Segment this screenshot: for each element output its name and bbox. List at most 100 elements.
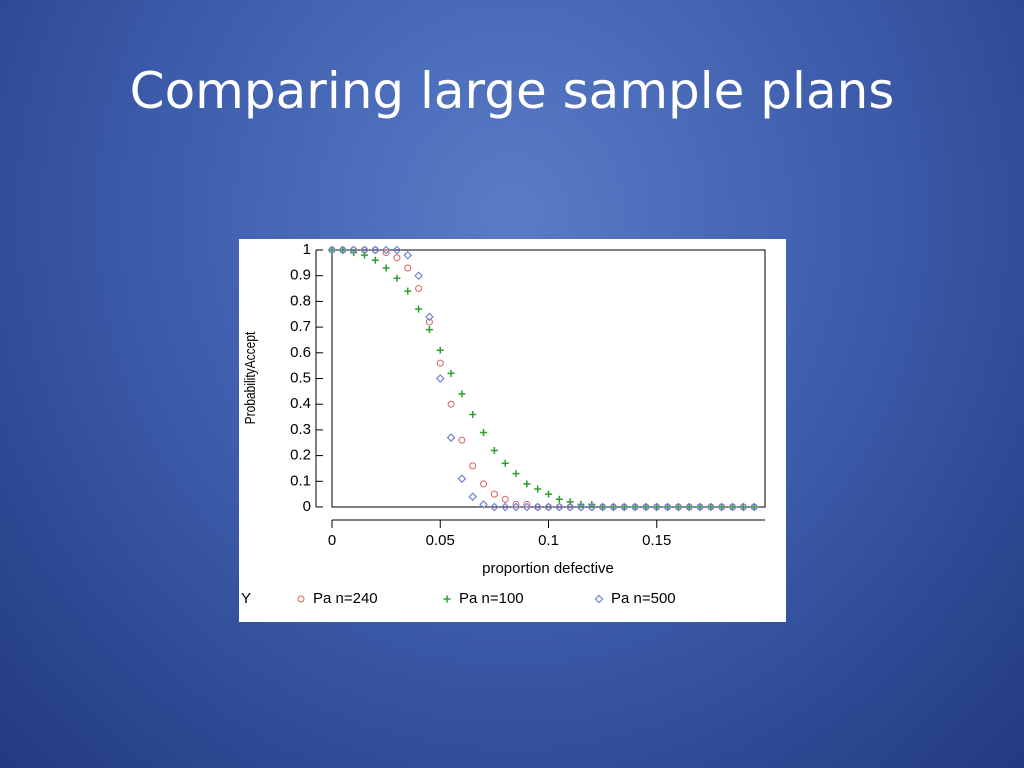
data-point	[619, 502, 629, 512]
y-axis-label: ProbabilityAccept	[242, 331, 259, 424]
data-point	[674, 502, 683, 512]
data-point	[339, 246, 347, 254]
legend-label: Pa n=500	[611, 590, 676, 607]
data-point	[500, 502, 510, 512]
data-point	[501, 459, 509, 467]
data-point	[414, 271, 423, 281]
data-point	[565, 502, 575, 512]
data-point	[392, 245, 402, 255]
data-point	[695, 502, 705, 512]
data-point	[469, 462, 477, 470]
data-point	[576, 502, 586, 512]
y-tick-label: 0.1	[290, 472, 311, 489]
y-tick-label: 0.5	[290, 369, 311, 386]
data-point	[327, 245, 337, 255]
data-point	[404, 287, 412, 295]
data-point	[664, 503, 672, 511]
data-point	[338, 245, 348, 255]
data-point	[554, 502, 564, 512]
data-point	[641, 502, 651, 512]
data-point	[436, 359, 444, 367]
data-point	[393, 274, 401, 282]
data-point	[349, 245, 358, 255]
x-tick-label: 0	[328, 532, 336, 549]
data-point	[663, 502, 672, 512]
data-point	[729, 503, 737, 511]
data-point	[684, 502, 694, 512]
data-point	[642, 503, 650, 511]
x-tick-label: 0.15	[642, 532, 671, 549]
data-point	[522, 502, 532, 512]
data-point	[469, 410, 477, 418]
plot-frame	[331, 249, 766, 508]
data-point	[328, 246, 336, 254]
data-point	[555, 495, 563, 503]
data-point	[404, 264, 412, 272]
data-point	[653, 503, 661, 511]
y-tick-label: 0.2	[290, 447, 311, 464]
data-point	[350, 249, 358, 257]
legend-marker	[297, 595, 305, 603]
data-point	[609, 503, 617, 511]
data-point	[728, 502, 737, 512]
data-point	[512, 500, 520, 508]
data-point	[480, 428, 488, 436]
data-point	[739, 503, 747, 511]
data-point	[511, 502, 521, 512]
data-point	[480, 480, 488, 488]
slide-title: Comparing large sample plans	[129, 62, 895, 120]
chart-background	[239, 239, 786, 622]
data-point	[382, 249, 390, 257]
data-point	[490, 490, 498, 498]
data-point	[588, 500, 596, 508]
y-tick-label: 0	[303, 498, 311, 515]
data-point	[479, 500, 488, 509]
data-point	[577, 500, 585, 508]
legend-title: Y	[241, 590, 251, 607]
data-point	[630, 502, 640, 512]
data-point	[523, 500, 531, 508]
legend-label: Pa n=100	[459, 590, 524, 607]
data-point	[707, 503, 715, 511]
data-point	[425, 312, 434, 322]
y-tick-label: 0.9	[290, 267, 311, 284]
data-point	[382, 264, 390, 272]
x-tick-label: 0.1	[538, 532, 559, 549]
data-point	[393, 254, 401, 262]
y-tick-label: 0.7	[290, 318, 311, 335]
data-point	[447, 369, 455, 377]
data-point	[685, 503, 693, 511]
data-point	[458, 390, 466, 398]
data-point	[523, 480, 531, 488]
data-point	[696, 503, 704, 511]
data-point	[370, 245, 380, 255]
data-point	[501, 495, 509, 503]
chart: proportion defective ProbabilityAccept Y…	[239, 239, 786, 622]
data-point	[490, 502, 499, 512]
data-point	[534, 485, 542, 493]
data-point	[739, 502, 748, 512]
legend-marker	[594, 594, 604, 604]
x-axis-label: proportion defective	[482, 560, 614, 577]
data-point	[598, 502, 607, 512]
data-point	[599, 503, 607, 511]
data-point	[706, 502, 716, 512]
legend-label: Pa n=240	[313, 590, 378, 607]
data-point	[425, 326, 433, 334]
data-point	[446, 433, 456, 442]
data-point	[468, 492, 478, 502]
data-point	[545, 490, 552, 498]
data-point	[674, 503, 682, 511]
data-point	[457, 474, 467, 484]
data-point	[718, 503, 726, 511]
data-point	[652, 502, 662, 512]
x-tick-label: 0.05	[426, 532, 455, 549]
data-point	[415, 305, 423, 313]
data-point	[609, 502, 618, 512]
data-point	[587, 502, 597, 512]
data-point	[425, 318, 433, 326]
data-point	[447, 400, 455, 408]
data-point	[415, 285, 423, 293]
y-tick-label: 0.6	[290, 344, 311, 361]
